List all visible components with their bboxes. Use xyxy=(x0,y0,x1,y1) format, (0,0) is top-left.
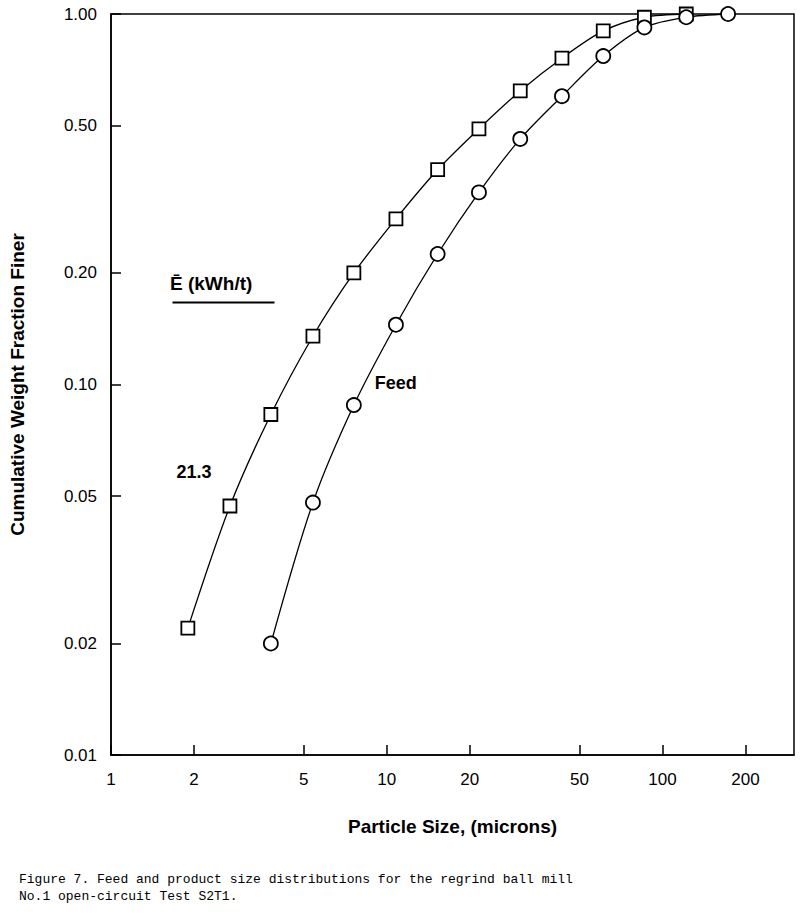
svg-text:Feed: Feed xyxy=(375,373,417,393)
svg-text:100: 100 xyxy=(648,770,676,789)
svg-text:Particle Size, (microns): Particle Size, (microns) xyxy=(348,816,557,837)
svg-text:0.50: 0.50 xyxy=(64,116,97,135)
svg-text:0.02: 0.02 xyxy=(64,634,97,653)
svg-text:No.1 open-circuit Test S2T1.: No.1 open-circuit Test S2T1. xyxy=(19,889,237,904)
svg-text:Cumulative Weight Fraction Fin: Cumulative Weight Fraction Finer xyxy=(7,233,28,536)
svg-text:0.10: 0.10 xyxy=(64,375,97,394)
svg-text:20: 20 xyxy=(460,770,479,789)
svg-text:0.01: 0.01 xyxy=(64,746,97,765)
svg-text:2: 2 xyxy=(189,770,198,789)
svg-text:21.3: 21.3 xyxy=(176,462,211,482)
svg-text:Figure 7. Feed and product siz: Figure 7. Feed and product size distribu… xyxy=(19,872,573,887)
svg-text:50: 50 xyxy=(570,770,589,789)
svg-text:5: 5 xyxy=(299,770,308,789)
svg-text:200: 200 xyxy=(731,770,759,789)
svg-text:1.00: 1.00 xyxy=(64,5,97,24)
svg-text:0.20: 0.20 xyxy=(64,263,97,282)
svg-text:10: 10 xyxy=(377,770,396,789)
svg-text:0.05: 0.05 xyxy=(64,487,97,506)
svg-text:1: 1 xyxy=(106,770,115,789)
svg-text:Ē (kWh/t): Ē (kWh/t) xyxy=(170,273,252,294)
